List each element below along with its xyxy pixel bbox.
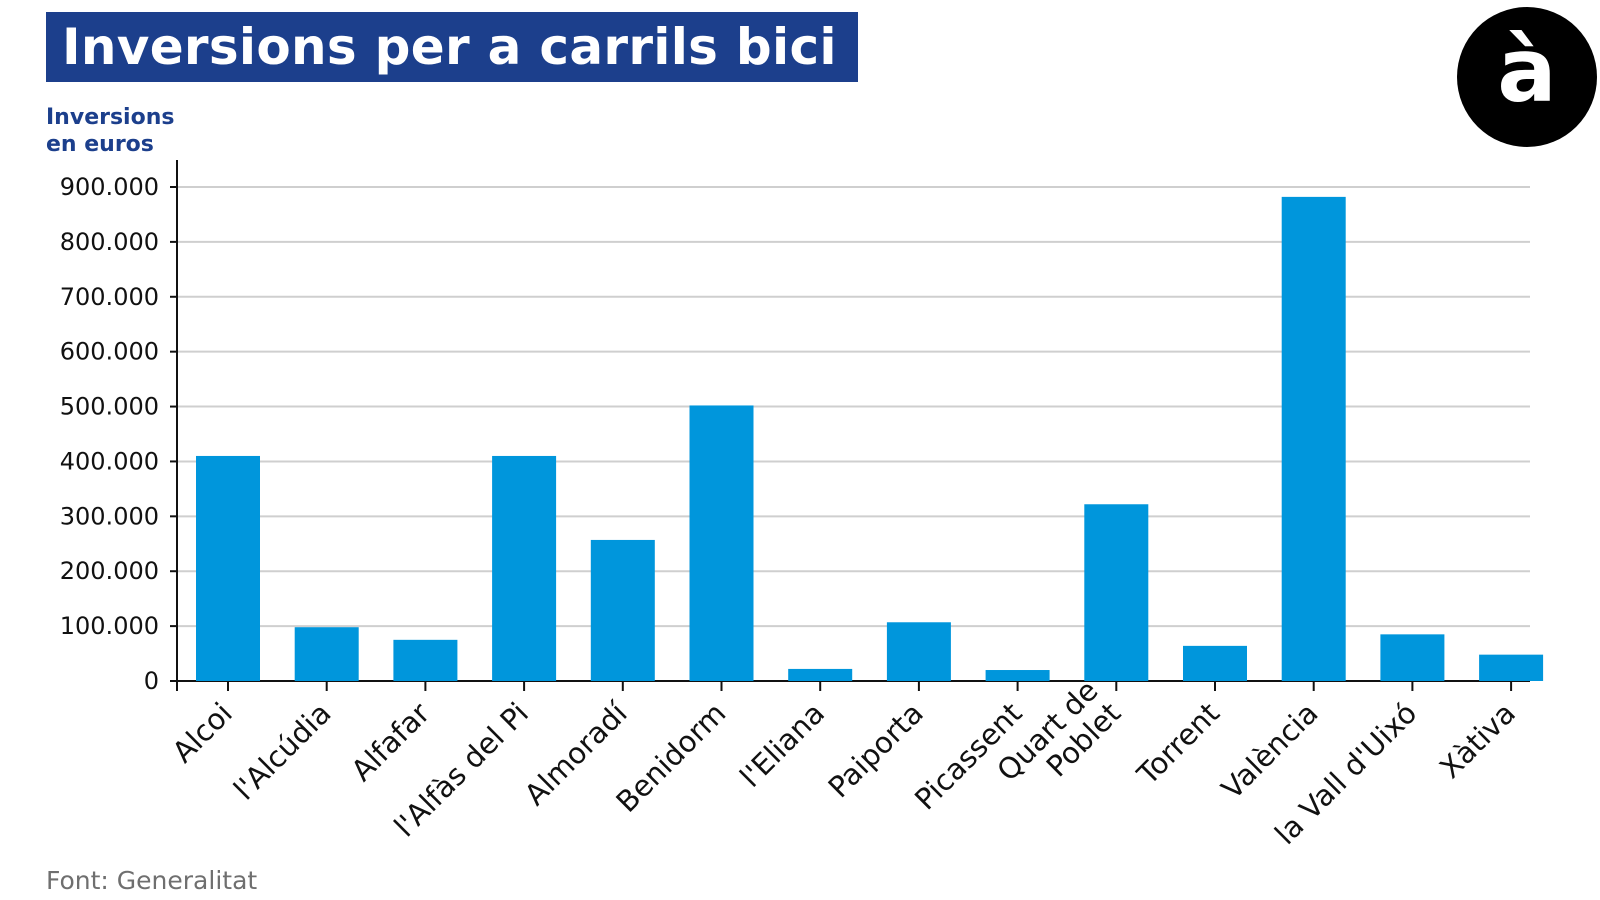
y-tick-label: 200.000 <box>60 557 159 585</box>
y-tick-label: 300.000 <box>60 502 159 530</box>
bar <box>1084 504 1149 681</box>
bar <box>590 539 655 681</box>
bar <box>886 622 951 681</box>
y-tick-label: 600.000 <box>60 338 159 366</box>
bar <box>985 670 1050 681</box>
x-tick-label: Torrent <box>1130 696 1226 792</box>
bar <box>294 627 359 681</box>
x-tick-label-line: l'Eliana <box>733 696 831 794</box>
y-tick-label: 700.000 <box>60 283 159 311</box>
y-axis-label: Inversions en euros <box>46 104 174 158</box>
bar <box>492 455 557 681</box>
bar <box>788 668 853 681</box>
bar <box>1281 196 1346 681</box>
source-note: Font: Generalitat <box>46 866 258 895</box>
x-tick-label-line: Alcoi <box>166 696 239 769</box>
y-tick-label: 900.000 <box>60 173 159 201</box>
y-axis-label-line-1: Inversions <box>46 105 175 130</box>
x-tick-label: Alcoi <box>166 696 239 769</box>
x-tick-label-line: Alfafar <box>345 696 437 788</box>
x-tick-label: Alfafar <box>345 696 437 788</box>
bar <box>196 455 260 681</box>
y-tick-label: 400.000 <box>60 447 159 475</box>
bar <box>1183 645 1247 681</box>
x-tick-label: l'Alcúdia <box>227 696 338 807</box>
bar <box>393 639 458 681</box>
y-tick-label: 500.000 <box>60 393 159 421</box>
x-tick-label-line: Torrent <box>1130 696 1226 792</box>
brand-logo-glyph: à <box>1497 19 1557 122</box>
bar <box>1380 634 1445 681</box>
bar <box>689 405 754 681</box>
x-tick-label: l'Eliana <box>733 696 831 794</box>
y-tick-label: 100.000 <box>60 612 159 640</box>
y-tick-label: 0 <box>144 667 159 695</box>
bar <box>1479 654 1544 681</box>
y-axis-label-line-2: en euros <box>46 132 154 157</box>
brand-logo: à <box>1457 7 1597 147</box>
y-tick-label: 800.000 <box>60 228 159 256</box>
x-tick-label-line: l'Alcúdia <box>227 696 338 807</box>
x-tick-label: Xàtiva <box>1433 696 1522 785</box>
chart-title: Inversions per a carrils bici <box>62 18 837 76</box>
x-tick-label-line: Xàtiva <box>1433 696 1522 785</box>
chart-title-box: Inversions per a carrils bici <box>46 12 858 82</box>
